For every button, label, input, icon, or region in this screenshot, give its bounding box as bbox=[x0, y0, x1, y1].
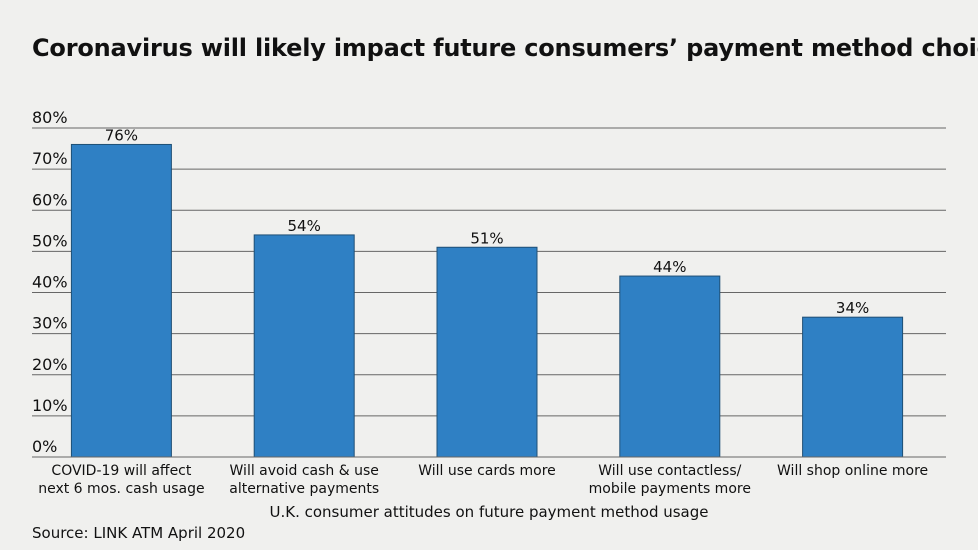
data-label: 54% bbox=[288, 217, 321, 235]
chart-title: Coronavirus will likely impact future co… bbox=[32, 34, 978, 62]
y-tick-label: 20% bbox=[32, 355, 68, 374]
y-tick-label: 50% bbox=[32, 231, 68, 250]
data-label: 34% bbox=[836, 299, 869, 317]
x-tick-label: Will avoid cash & use bbox=[230, 463, 379, 479]
x-tick-label: Will use cards more bbox=[418, 463, 556, 479]
x-tick-label: next 6 mos. cash usage bbox=[38, 481, 204, 497]
y-tick-label: 40% bbox=[32, 273, 68, 292]
y-tick-label: 60% bbox=[32, 190, 68, 209]
bar bbox=[802, 316, 904, 458]
bar bbox=[436, 246, 538, 458]
x-tick-label: alternative payments bbox=[229, 481, 379, 497]
y-tick-label: 70% bbox=[32, 149, 68, 168]
x-tick-label: Will shop online more bbox=[777, 463, 928, 479]
y-tick-label: 80% bbox=[32, 108, 68, 127]
bar bbox=[619, 275, 721, 458]
source-note: Source: LINK ATM April 2020 bbox=[32, 524, 246, 542]
data-label: 76% bbox=[105, 126, 138, 144]
x-tick-label: mobile payments more bbox=[589, 481, 751, 497]
x-tick-label: COVID-19 will affect bbox=[51, 463, 191, 479]
y-tick-label: 30% bbox=[32, 314, 68, 333]
y-tick-label: 10% bbox=[32, 396, 68, 415]
x-tick-label: Will use contactless/ bbox=[598, 463, 741, 479]
y-tick-label: 0% bbox=[32, 437, 57, 456]
x-axis-title: U.K. consumer attitudes on future paymen… bbox=[269, 503, 709, 521]
bar bbox=[70, 143, 172, 458]
bar bbox=[253, 234, 355, 458]
data-label: 51% bbox=[470, 229, 503, 247]
data-label: 44% bbox=[653, 258, 686, 276]
